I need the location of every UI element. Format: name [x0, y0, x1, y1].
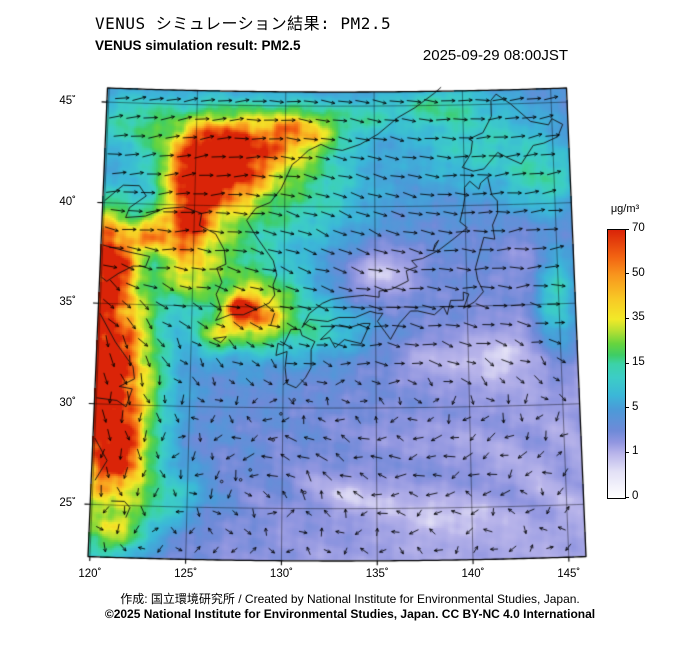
colorbar-tick-mark: [625, 317, 629, 319]
title-japanese: VENUS シミュレーション結果: PM2.5: [95, 14, 392, 33]
colorbar-tick-label: 35: [632, 311, 645, 324]
credit-line: 作成: 国立環境研究所 / Created by National Instit…: [120, 592, 580, 606]
lat-tick-label: 40˚: [59, 195, 76, 208]
lon-tick-label: 140˚: [461, 568, 485, 580]
lon-tick-label: 145˚: [557, 568, 581, 580]
colorbar-tick-mark: [625, 451, 629, 453]
license-line: ©2025 National Institute for Environment…: [104, 607, 596, 621]
datetime-label: 2025-09-29 08:00JST: [422, 47, 568, 64]
colorbar-tick-label: 5: [632, 400, 639, 413]
lat-tick-label: 35˚: [59, 296, 76, 309]
colorbar-tick-label: 15: [632, 356, 645, 368]
colorbar-tick-mark: [625, 407, 629, 409]
colorbar-tick-mark: [625, 273, 629, 275]
lat-tick-label: 45˚: [59, 95, 76, 108]
lon-tick-label: 135˚: [365, 568, 389, 580]
colorbar-tick-mark: [625, 228, 629, 230]
lon-tick-label: 120˚: [78, 568, 102, 580]
colorbar: [607, 229, 626, 499]
colorbar-tick-label: 1: [632, 445, 639, 458]
colorbar-tick-mark: [625, 496, 629, 498]
title-english: VENUS simulation result: PM2.5: [95, 38, 301, 53]
lat-tick-label: 30˚: [59, 396, 76, 409]
colorbar-tick-label: 50: [632, 266, 645, 279]
colorbar-tick-label: 70: [632, 222, 645, 234]
lat-tick-label: 25˚: [59, 497, 76, 510]
lon-tick-label: 125˚: [174, 568, 198, 580]
colorbar-unit-label: μg/m³: [610, 203, 640, 215]
colorbar-tick-mark: [625, 362, 629, 364]
colorbar-tick-label: 0: [632, 490, 639, 502]
lon-tick-label: 130˚: [269, 568, 293, 580]
